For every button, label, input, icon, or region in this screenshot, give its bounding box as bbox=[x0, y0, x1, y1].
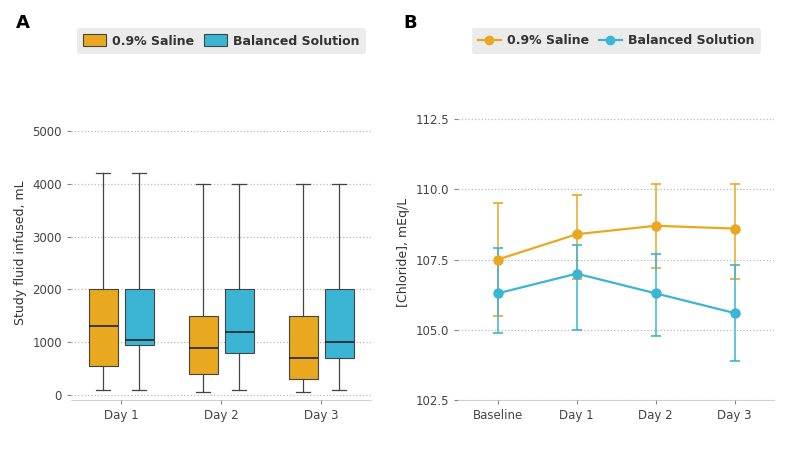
PathPatch shape bbox=[125, 289, 153, 345]
PathPatch shape bbox=[88, 289, 118, 366]
PathPatch shape bbox=[325, 289, 354, 358]
Legend: 0.9% Saline, Balanced Solution: 0.9% Saline, Balanced Solution bbox=[77, 28, 366, 54]
Text: B: B bbox=[403, 14, 416, 32]
Y-axis label: [Chloride], mEq/L: [Chloride], mEq/L bbox=[397, 198, 410, 307]
Y-axis label: Study fluid infused, mL: Study fluid infused, mL bbox=[14, 180, 27, 325]
Text: A: A bbox=[16, 14, 30, 32]
PathPatch shape bbox=[289, 316, 318, 379]
PathPatch shape bbox=[189, 316, 217, 374]
PathPatch shape bbox=[225, 289, 254, 353]
Legend: 0.9% Saline, Balanced Solution: 0.9% Saline, Balanced Solution bbox=[472, 28, 761, 54]
